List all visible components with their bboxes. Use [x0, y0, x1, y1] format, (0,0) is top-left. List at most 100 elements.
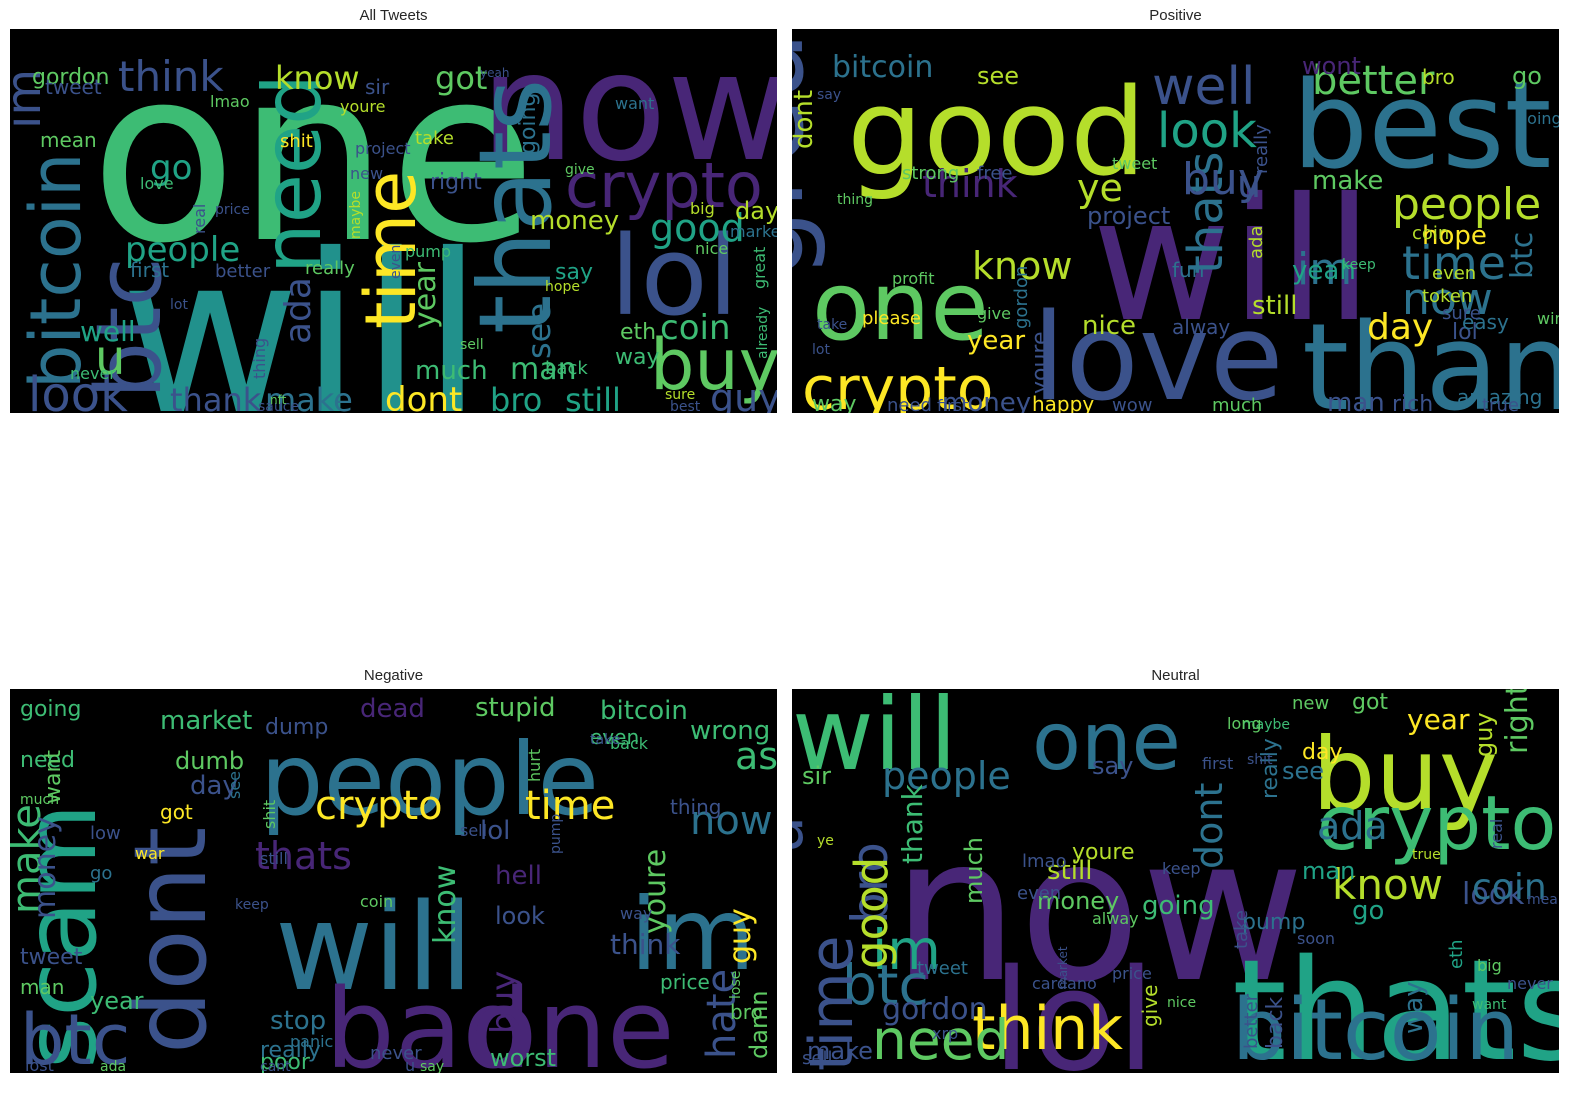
- word-way: way: [620, 904, 652, 923]
- word-got: got: [160, 800, 193, 824]
- word-one: one: [812, 252, 989, 362]
- word-think: think: [972, 994, 1123, 1064]
- word-wont: wont: [1302, 52, 1361, 80]
- word-first: first: [130, 258, 169, 282]
- word-year: year: [967, 326, 1025, 356]
- word-great: great: [750, 247, 769, 289]
- wordcloud-canvas-positive: goodbestwillgreatlovethankonecryptowelll…: [792, 29, 1559, 413]
- word-dumb: dumb: [175, 747, 244, 775]
- word-take: take: [415, 128, 454, 149]
- word-bitcoin: bitcoin: [15, 153, 97, 389]
- word-never: never: [370, 1043, 422, 1064]
- word-hope: hope: [1422, 221, 1487, 251]
- word-win: win: [1537, 309, 1559, 328]
- word-crypto: crypto: [565, 149, 763, 222]
- word-sir: sir: [802, 762, 831, 790]
- word-better: better: [215, 261, 271, 282]
- word-sauce: sauce: [258, 399, 299, 413]
- word-alway: alway: [1172, 315, 1230, 339]
- word-btc: btc: [20, 999, 130, 1073]
- wordcloud-neutral: will buy one now lol thats bitcoin crypto think n…: [792, 689, 1559, 1073]
- word-now: now: [480, 29, 777, 195]
- word-money: money: [942, 388, 1031, 413]
- word-tweet: tweet: [45, 75, 102, 99]
- word-thing: thing: [670, 795, 721, 819]
- word-u: u: [95, 330, 125, 386]
- word-say: say: [817, 87, 841, 103]
- word-ada: ada: [100, 1059, 126, 1073]
- word-day: day: [735, 197, 777, 225]
- word-year: year: [90, 987, 144, 1015]
- word-btc: btc: [842, 953, 929, 1017]
- word-stop: stop: [270, 1006, 326, 1036]
- word-look: look: [1157, 103, 1257, 159]
- word-see: see: [977, 62, 1019, 90]
- word-crypto: crypto: [1317, 779, 1556, 867]
- word-low: low: [90, 823, 121, 844]
- word-first: first: [1202, 754, 1233, 773]
- word-keep: keep: [1162, 859, 1201, 878]
- word-u: u: [1237, 162, 1261, 206]
- word-buy: buy: [650, 324, 777, 406]
- word-bro: bro: [490, 381, 542, 413]
- word-now: now: [892, 794, 1305, 1027]
- word-got: got: [435, 59, 487, 97]
- word-love: love: [1032, 289, 1284, 413]
- word-want: want: [41, 750, 66, 804]
- word-going: going: [20, 697, 81, 722]
- word-bitcoin: bitcoin: [832, 50, 933, 85]
- word-make: make: [265, 381, 353, 413]
- word-lost: lost: [25, 1056, 54, 1073]
- word-look: look: [1462, 877, 1525, 912]
- word-people: people: [882, 754, 1011, 798]
- word-wrong: wrong: [690, 716, 770, 746]
- word-buy: buy: [484, 971, 524, 1034]
- word-nice: nice: [1082, 311, 1136, 341]
- word-soon: soon: [1297, 929, 1335, 948]
- word-right: right: [1500, 689, 1535, 754]
- word-sure: sure: [665, 387, 695, 403]
- word-money: money: [530, 206, 619, 236]
- word-best: best: [670, 399, 701, 413]
- word-ada: ada: [1246, 226, 1267, 260]
- word-better: better: [1312, 58, 1435, 104]
- word-guy: guy: [1470, 712, 1498, 757]
- word-one: one: [470, 965, 675, 1073]
- word-take: take: [817, 317, 847, 333]
- word-gordon: gordon: [882, 992, 988, 1027]
- word-think: think: [118, 52, 224, 101]
- word-bad: bad: [325, 965, 532, 1073]
- word-going: going: [1142, 891, 1215, 921]
- word-market: market: [1056, 946, 1070, 989]
- word-say: say: [555, 260, 593, 285]
- word-amazing: amazing: [1457, 385, 1542, 409]
- word-will: will: [792, 689, 957, 793]
- word-tweet: tweet: [917, 958, 968, 979]
- word-now: now: [1402, 274, 1493, 325]
- word-lol: lol: [480, 816, 510, 846]
- word-new: new: [350, 164, 383, 183]
- word-real: real: [1487, 819, 1506, 849]
- word-tweet: tweet: [1112, 154, 1157, 173]
- word-make: make: [1312, 166, 1383, 196]
- word-really: really: [260, 1038, 321, 1063]
- word-give: give: [565, 162, 595, 178]
- word-shit: shit: [1247, 752, 1273, 768]
- word-crypto: crypto: [315, 783, 443, 829]
- word-never: never: [70, 364, 116, 383]
- word-u: u: [405, 1056, 415, 1073]
- word-even: even: [388, 245, 404, 279]
- word-coin: coin: [360, 892, 393, 911]
- word-much: much: [960, 837, 988, 904]
- word-lmao: lmao: [210, 92, 250, 111]
- word-great: great: [792, 29, 828, 279]
- word-know: know: [428, 865, 463, 944]
- word-think: think: [922, 162, 1018, 206]
- word-need: need: [20, 748, 75, 773]
- word-man: man: [20, 975, 64, 999]
- word-big: big: [1477, 956, 1502, 975]
- word-dont: dont: [112, 827, 229, 1054]
- word-one: one: [90, 29, 537, 296]
- word-lose: lose: [728, 971, 744, 999]
- word-xrp: xrp: [932, 1024, 958, 1043]
